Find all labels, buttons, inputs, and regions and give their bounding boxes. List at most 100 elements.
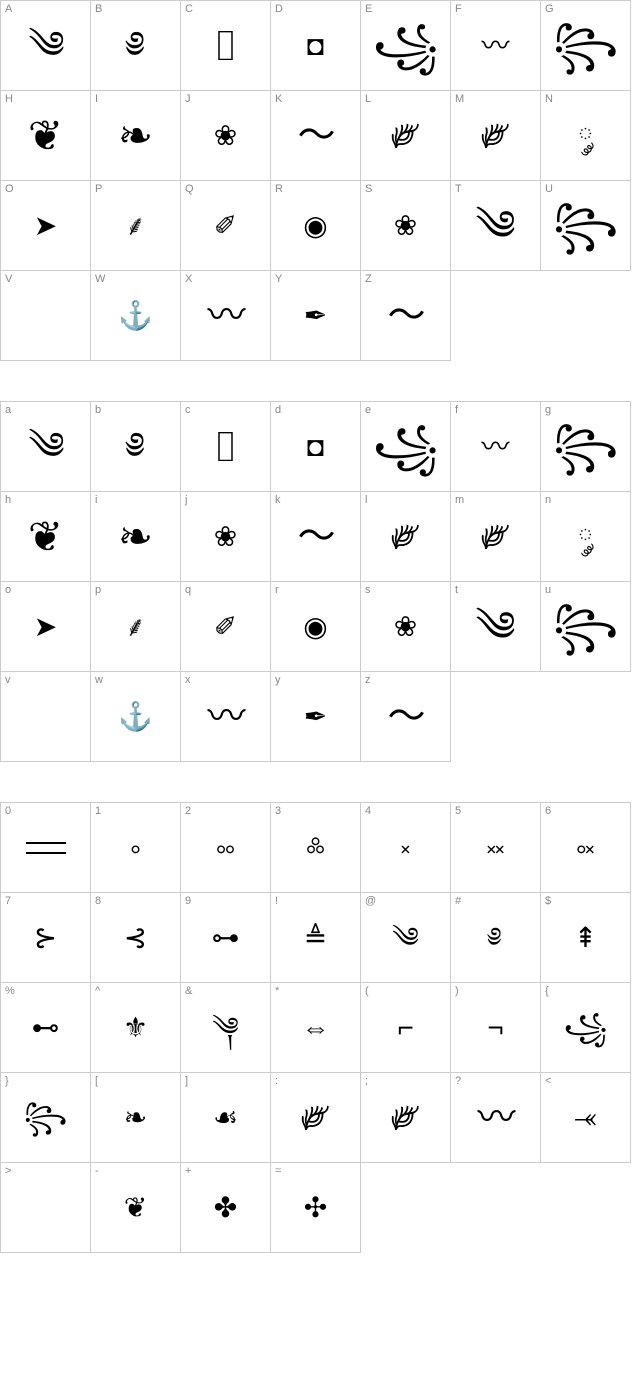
charmap-cell[interactable]: 0 (1, 803, 91, 893)
charmap-cell[interactable]: -❦ (91, 1163, 181, 1253)
charmap-cell[interactable]: n༘ (541, 492, 631, 582)
charmap-cell[interactable]: 7⊱ (1, 893, 91, 983)
charmap-cell[interactable]: O➤ (1, 181, 91, 271)
charmap-cell[interactable]: X〰 (181, 271, 271, 361)
cell-label: T (455, 183, 462, 195)
charmap-cell[interactable]: <⤛ (541, 1073, 631, 1163)
charmap-cell[interactable]: j❀ (181, 492, 271, 582)
charmap-cell[interactable]: g꧂ (541, 402, 631, 492)
charmap-cell[interactable]: %⊷ (1, 983, 91, 1073)
charmap-cell[interactable]: e꧁ (361, 402, 451, 492)
charmap-cell[interactable]: p⸙ (91, 582, 181, 672)
charmap-cell[interactable]: > (1, 1163, 91, 1253)
charmap-cell[interactable]: R◉ (271, 181, 361, 271)
charmap-cell[interactable]: z〜 (361, 672, 451, 762)
charmap-cell[interactable]: :༗ (271, 1073, 361, 1163)
cell-label: G (545, 3, 554, 15)
glyph-ornament: ༘ (578, 523, 593, 551)
charmap-cell[interactable]: !≜ (271, 893, 361, 983)
charmap-cell[interactable]: ;༗ (361, 1073, 451, 1163)
charmap-cell[interactable]: ?〰 (451, 1073, 541, 1163)
charmap-cell[interactable]: a༄ (1, 402, 91, 492)
charmap-cell[interactable]: A༄ (1, 1, 91, 91)
charmap-cell[interactable]: )¬ (451, 983, 541, 1073)
charmap-cell[interactable]: l༗ (361, 492, 451, 582)
charmap-cell[interactable]: 2༛ (181, 803, 271, 893)
charmap-cell[interactable]: s❀ (361, 582, 451, 672)
charmap-cell[interactable]: h❦ (1, 492, 91, 582)
glyph-ornament: ◘ (307, 32, 324, 60)
charmap-cell[interactable]: 3༜ (271, 803, 361, 893)
charmap-cell[interactable]: J❀ (181, 91, 271, 181)
charmap-cell[interactable]: t༄ (451, 582, 541, 672)
charmap-cell[interactable]: #༅ (451, 893, 541, 983)
charmap-cell[interactable]: H❦ (1, 91, 91, 181)
charmap-cell[interactable]: 9⊶ (181, 893, 271, 983)
charmap-cell[interactable]: w⚓ (91, 672, 181, 762)
charmap-cell[interactable]: x〰 (181, 672, 271, 762)
charmap-cell[interactable]: 1༚ (91, 803, 181, 893)
charmap-cell[interactable]: =✣ (271, 1163, 361, 1253)
cell-label: % (5, 985, 15, 997)
charmap-cell[interactable]: i❧ (91, 492, 181, 582)
charmap-cell[interactable]: b༅ (91, 402, 181, 492)
charmap-cell[interactable]: W⚓ (91, 271, 181, 361)
charmap-cell[interactable]: F〰 (451, 1, 541, 91)
glyph-ornament: ☙ (213, 1104, 238, 1132)
cell-label: P (95, 183, 102, 195)
glyph-ornament: ꧁ (373, 426, 439, 468)
charmap-cell[interactable]: d◘ (271, 402, 361, 492)
charmap-cell[interactable]: ^⚜ (91, 983, 181, 1073)
charmap-cell[interactable]: V (1, 271, 91, 361)
charmap-cell[interactable]: c⌷ (181, 402, 271, 492)
glyph-ornament: ꧂ (553, 606, 619, 648)
charmap-cell[interactable]: B༅ (91, 1, 181, 91)
charmap-cell[interactable]: K〜 (271, 91, 361, 181)
glyph-ornament: ༄ (475, 205, 515, 247)
glyph-ornament (26, 842, 66, 854)
charmap-cell[interactable]: }꧂ (1, 1073, 91, 1163)
charmap-cell[interactable]: Z〜 (361, 271, 451, 361)
charmap-cell[interactable]: G꧂ (541, 1, 631, 91)
charmap-cell[interactable]: T༄ (451, 181, 541, 271)
charmap-cell[interactable]: y✒ (271, 672, 361, 762)
charmap-cell[interactable]: (⌐ (361, 983, 451, 1073)
glyph-ornament: ༆ (212, 1014, 239, 1042)
charmap-cell[interactable]: P⸙ (91, 181, 181, 271)
charmap-cell[interactable]: ]☙ (181, 1073, 271, 1163)
charmap-cell[interactable]: u꧂ (541, 582, 631, 672)
charmap-cell[interactable]: v (1, 672, 91, 762)
glyph-ornament: ༗ (391, 516, 420, 558)
cell-label: ; (365, 1075, 368, 1087)
charmap-cell[interactable]: 4༝ (361, 803, 451, 893)
charmap-cell[interactable]: E꧁ (361, 1, 451, 91)
charmap-cell[interactable]: 8⊰ (91, 893, 181, 983)
charmap-cell[interactable]: m༗ (451, 492, 541, 582)
charmap-cell[interactable]: k〜 (271, 492, 361, 582)
charmap-cell[interactable]: f〰 (451, 402, 541, 492)
charmap-cell[interactable]: o➤ (1, 582, 91, 672)
charmap-cell[interactable]: U꧂ (541, 181, 631, 271)
glyph-ornament: ꧂ (553, 426, 619, 468)
charmap-cell[interactable]: D◘ (271, 1, 361, 91)
charmap-cell[interactable]: $⇞ (541, 893, 631, 983)
charmap-cell[interactable]: [❧ (91, 1073, 181, 1163)
cell-label: E (365, 3, 372, 15)
charmap-cell[interactable]: C⌷ (181, 1, 271, 91)
charmap-cell[interactable]: +✤ (181, 1163, 271, 1253)
charmap-cell[interactable]: *⇔ (271, 983, 361, 1073)
charmap-cell[interactable]: L༗ (361, 91, 451, 181)
charmap-cell[interactable]: I❧ (91, 91, 181, 181)
charmap-cell[interactable]: q✐ (181, 582, 271, 672)
charmap-cell[interactable]: S❀ (361, 181, 451, 271)
charmap-cell[interactable]: {꧁ (541, 983, 631, 1073)
charmap-cell[interactable]: 6༟ (541, 803, 631, 893)
charmap-cell[interactable]: Q✐ (181, 181, 271, 271)
charmap-cell[interactable]: M༗ (451, 91, 541, 181)
charmap-cell[interactable]: Y✒ (271, 271, 361, 361)
charmap-cell[interactable]: &༆ (181, 983, 271, 1073)
charmap-cell[interactable]: @༄ (361, 893, 451, 983)
charmap-cell[interactable]: r◉ (271, 582, 361, 672)
charmap-cell[interactable]: N༘ (541, 91, 631, 181)
charmap-cell[interactable]: 5༞ (451, 803, 541, 893)
